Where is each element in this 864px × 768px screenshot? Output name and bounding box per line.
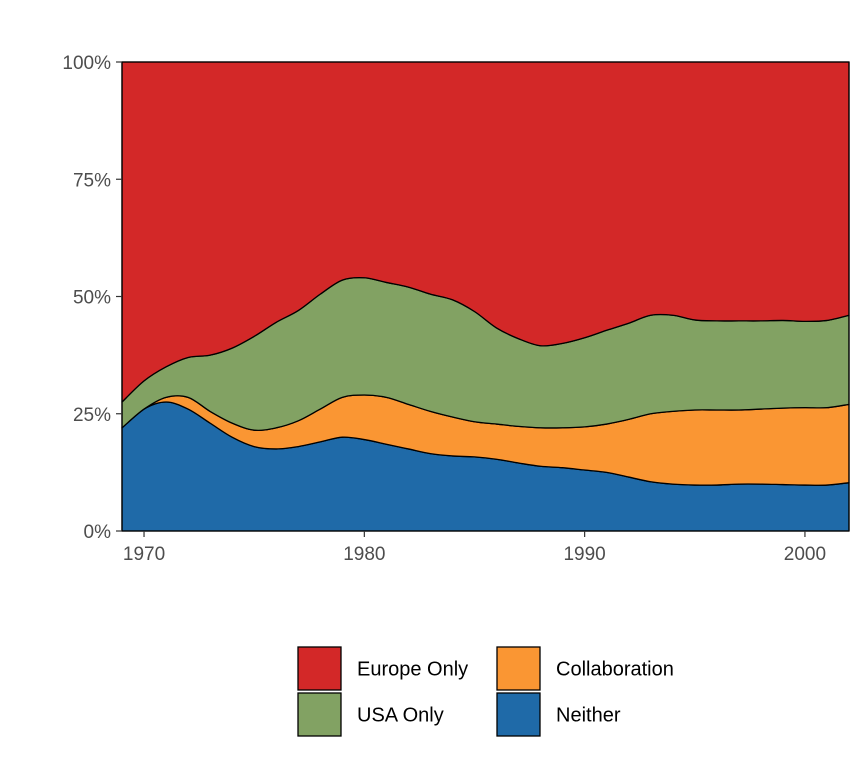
x-tick-label: 1980 bbox=[343, 544, 385, 565]
legend-swatch bbox=[297, 646, 342, 691]
legend-swatch bbox=[297, 692, 342, 737]
legend-item-neither: Neither bbox=[496, 692, 621, 737]
area-layers bbox=[121, 61, 850, 532]
legend-label: Europe Only bbox=[357, 659, 468, 681]
legend-label: Neither bbox=[556, 705, 621, 727]
y-tick-label: 0% bbox=[84, 522, 112, 543]
y-tick-label: 75% bbox=[73, 170, 111, 191]
y-tick-label: 50% bbox=[73, 288, 111, 309]
legend-item-collaboration: Collaboration bbox=[496, 646, 674, 691]
x-tick-label: 1990 bbox=[563, 544, 605, 565]
y-tick-label: 100% bbox=[62, 53, 111, 74]
legend-swatch bbox=[496, 692, 541, 737]
legend-item-europe-only: Europe Only bbox=[297, 646, 468, 691]
x-tick-label: 2000 bbox=[784, 544, 826, 565]
y-tick-label: 25% bbox=[73, 405, 111, 426]
legend-item-usa-only: USA Only bbox=[297, 692, 444, 737]
legend-label: Collaboration bbox=[556, 659, 674, 681]
x-tick-label: 1970 bbox=[123, 544, 165, 565]
legend-label: USA Only bbox=[357, 705, 444, 727]
legend-swatch bbox=[496, 646, 541, 691]
x-axis: 1970 1980 1990 2000 bbox=[123, 531, 826, 565]
legend: Europe Only USA Only Collaboration Neither bbox=[297, 646, 674, 737]
y-axis: 0% 25% 50% 75% 100% bbox=[62, 53, 122, 543]
